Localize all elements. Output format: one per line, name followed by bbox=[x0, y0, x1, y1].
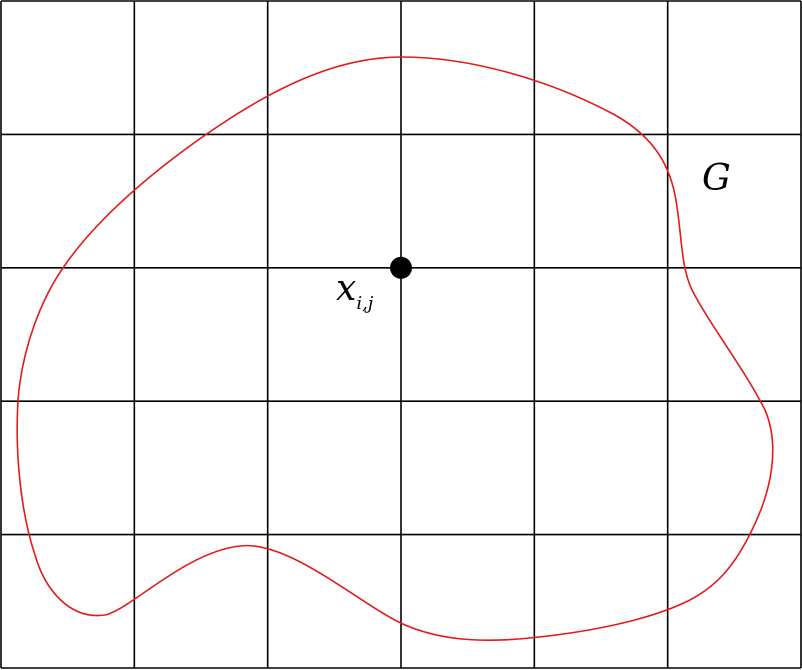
node-symbol: x bbox=[336, 268, 356, 309]
node-label: xi,j bbox=[336, 268, 374, 314]
region-label: G bbox=[702, 158, 731, 199]
region-boundary-curve bbox=[16, 56, 774, 641]
grid-node-point bbox=[390, 256, 412, 279]
node-subscript: i,j bbox=[356, 293, 373, 314]
